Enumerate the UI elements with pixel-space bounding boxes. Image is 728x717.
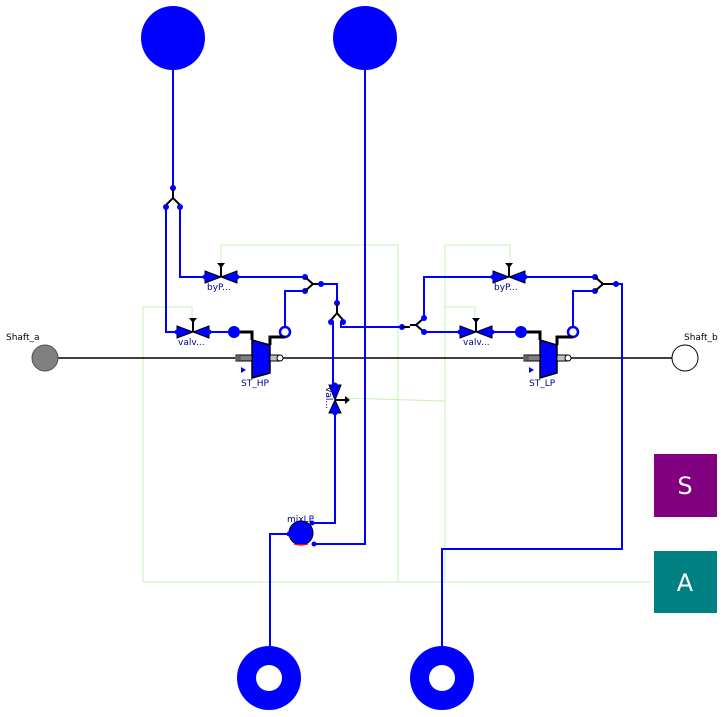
- hp-source-splitter[interactable]: [163, 185, 183, 210]
- st-lp-turbine[interactable]: [515, 325, 580, 380]
- lp-valve-label: valv...: [463, 338, 490, 348]
- lp-inlet-mixer[interactable]: [399, 315, 427, 335]
- shaft-a-flange[interactable]: [31, 344, 59, 372]
- st-lp-label: ST_LP: [529, 379, 556, 389]
- lp-bypass-label: byP...: [494, 283, 518, 293]
- mix-lp-label: mixLP: [287, 515, 315, 525]
- hp-valve[interactable]: [174, 318, 212, 339]
- st-hp-turbine[interactable]: [228, 325, 292, 379]
- sources: [141, 6, 474, 710]
- actuators-bus[interactable]: A: [654, 551, 717, 613]
- sensors-bus-label: S: [677, 472, 692, 500]
- shaft-b-flange[interactable]: [671, 344, 699, 372]
- mid-valve-label: val...: [323, 387, 333, 409]
- hp-valve-label: valv...: [178, 338, 205, 348]
- shaft-a-label: Shaft_a: [6, 333, 40, 343]
- hp-steam-source[interactable]: [141, 6, 205, 70]
- sink-right-hole: [429, 665, 455, 691]
- sink-left-hole: [256, 665, 282, 691]
- actuators-bus-label: A: [677, 569, 694, 597]
- shaft-b-label: Shaft_b: [684, 333, 718, 343]
- signal-lines: [142, 244, 650, 583]
- mix-lp[interactable]: [286, 520, 317, 547]
- lp-valve[interactable]: [457, 318, 495, 339]
- st-hp-label: ST_HP: [241, 379, 269, 389]
- lp-steam-source[interactable]: [333, 6, 397, 70]
- mid-valve[interactable]: [328, 382, 350, 416]
- sensors-bus[interactable]: S: [654, 454, 717, 517]
- lp-bypass-valve[interactable]: [490, 263, 528, 284]
- hp-outlet-mixer[interactable]: [302, 274, 324, 294]
- lp-outlet-mixer[interactable]: [592, 274, 619, 294]
- hp-bypass-label: byP...: [207, 283, 231, 293]
- hp-bypass-valve[interactable]: [202, 263, 240, 284]
- mid-splitter[interactable]: [328, 300, 346, 325]
